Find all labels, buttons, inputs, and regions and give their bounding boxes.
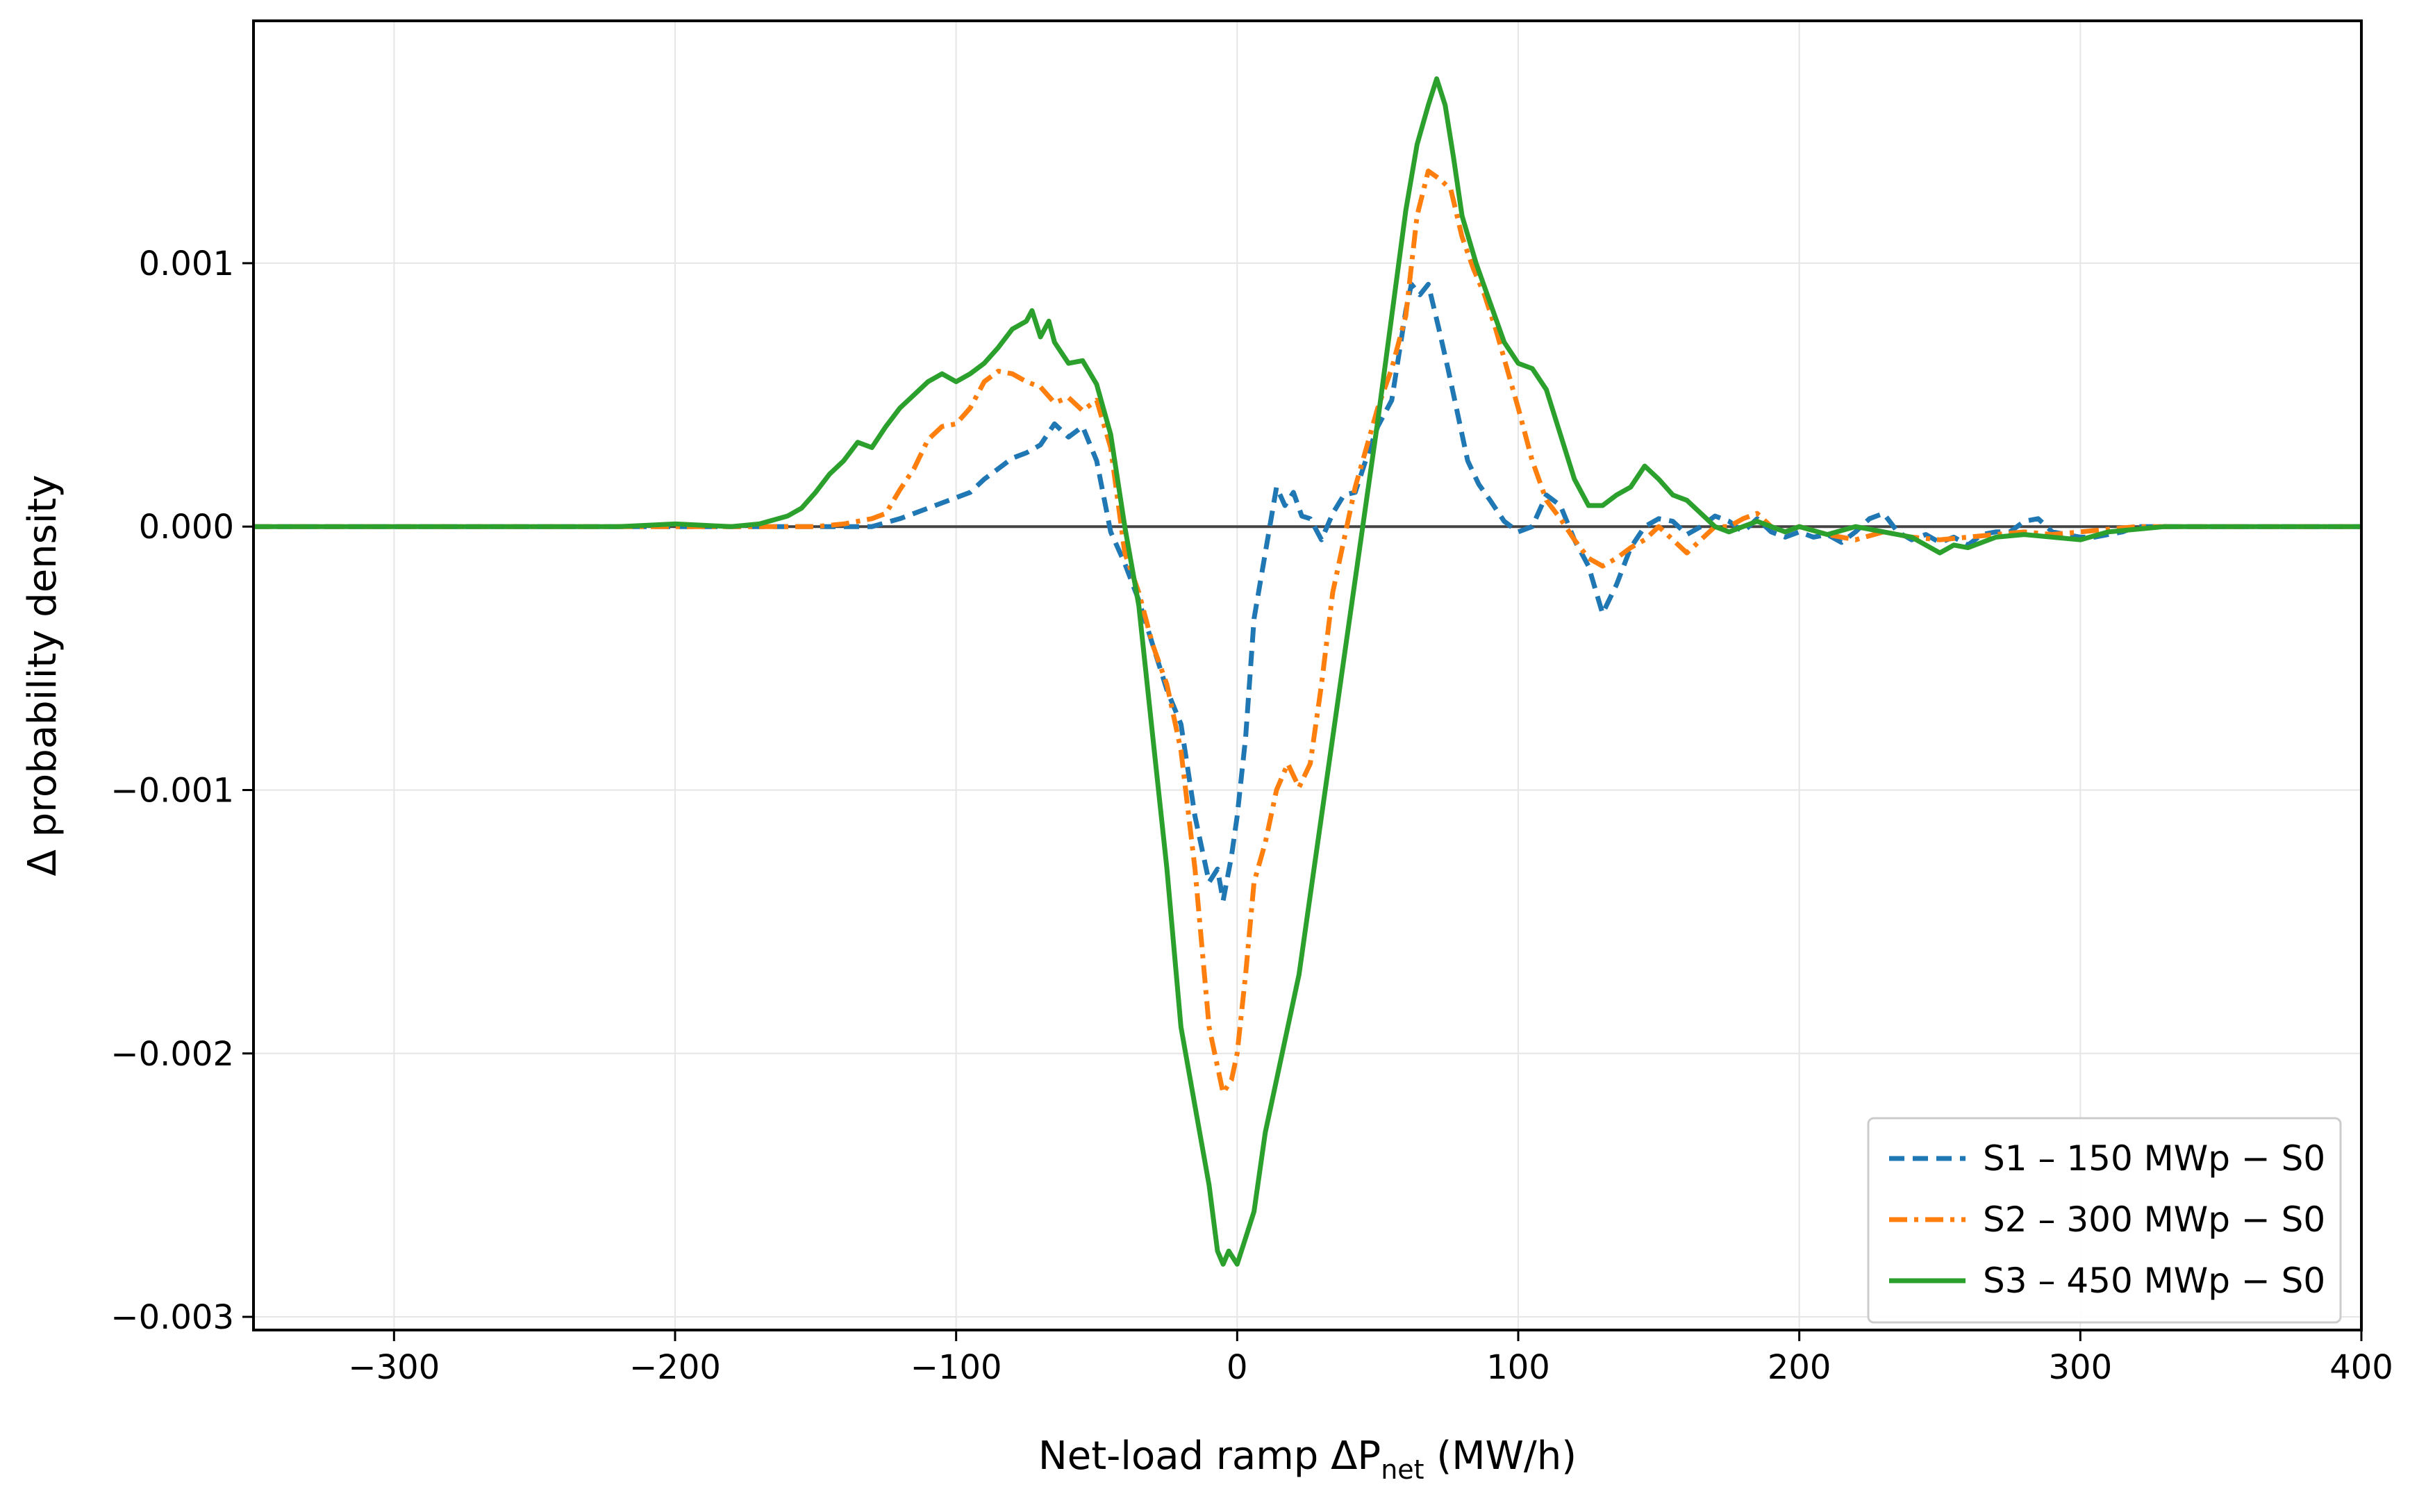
series-layer (254, 76, 2361, 1267)
x-tick-label: −200 (629, 1348, 721, 1387)
x-tick-label: −300 (348, 1348, 440, 1387)
x-axis-label-prefix: Net-load ramp ΔP (1038, 1434, 1381, 1479)
legend-entries: S1 – 150 MWp − S0 S2 – 300 MWp − S0 S3 – 4… (1889, 1138, 2325, 1301)
legend-label: S3 – 450 MWp − S0 (1983, 1261, 2325, 1301)
series-line-s1 (254, 281, 2361, 904)
x-axis-label-suffix: (MW/h) (1424, 1434, 1577, 1479)
x-tick-label: 200 (1768, 1348, 1831, 1387)
y-tick-label: 0.001 (139, 244, 234, 283)
legend-label: S1 – 150 MWp − S0 (1983, 1138, 2325, 1179)
legend-label: S2 – 300 MWp − S0 (1983, 1199, 2325, 1240)
legend-box (1867, 1117, 2342, 1324)
x-tick-label: 0 (1227, 1348, 1248, 1387)
plot-area-frame (252, 19, 2363, 1331)
y-axis-ticks: −0.003 −0.002 −0.001 0.000 0.001 (110, 244, 254, 1337)
x-tick-label: −100 (911, 1348, 1002, 1387)
legend: S1 – 150 MWp − S0 S2 – 300 MWp − S0 S3 – 4… (1867, 1117, 2342, 1324)
y-tick-label: −0.001 (110, 771, 234, 810)
x-axis-label: Net-load ramp ΔPnet (MW/h) (1038, 1434, 1577, 1485)
y-tick-label: −0.003 (110, 1298, 234, 1337)
x-tick-label: 100 (1486, 1348, 1550, 1387)
y-axis-label: Δ probability density (20, 474, 65, 876)
x-tick-label: 300 (2049, 1348, 2113, 1387)
y-tick-label: −0.002 (110, 1035, 234, 1074)
y-tick-label: 0.000 (139, 508, 234, 547)
x-axis-ticks: −300 −200 −100 0 100 200 300 400 (348, 1330, 2393, 1387)
x-tick-label: 400 (2329, 1348, 2393, 1387)
series-line-s3 (254, 76, 2361, 1267)
x-axis-label-subscript: net (1381, 1454, 1424, 1485)
